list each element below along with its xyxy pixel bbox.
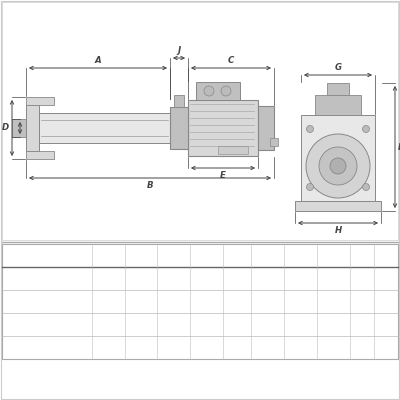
Text: 202: 202 bbox=[99, 297, 117, 306]
Text: 132: 132 bbox=[292, 274, 310, 283]
Text: 183: 183 bbox=[259, 297, 277, 306]
Bar bbox=[301, 115, 375, 201]
Text: F: F bbox=[264, 251, 271, 260]
Bar bbox=[315, 95, 361, 115]
Text: 1": 1" bbox=[357, 274, 367, 283]
Text: 176: 176 bbox=[99, 274, 117, 283]
Bar bbox=[327, 83, 349, 95]
Text: F: F bbox=[398, 142, 400, 152]
Text: B: B bbox=[137, 251, 144, 260]
Text: 1": 1" bbox=[357, 320, 367, 329]
Bar bbox=[2, 336, 398, 359]
Text: 132: 132 bbox=[292, 297, 310, 306]
Bar bbox=[295, 201, 381, 211]
Text: A: A bbox=[95, 56, 101, 65]
Bar bbox=[26, 151, 54, 159]
Text: 195: 195 bbox=[165, 343, 183, 352]
Text: 229: 229 bbox=[99, 320, 117, 329]
Circle shape bbox=[330, 158, 346, 174]
Text: 81: 81 bbox=[231, 343, 243, 352]
Text: 262: 262 bbox=[132, 320, 150, 329]
Text: 183: 183 bbox=[259, 274, 277, 283]
Circle shape bbox=[221, 86, 231, 96]
Text: 195: 195 bbox=[165, 320, 183, 329]
Circle shape bbox=[362, 184, 370, 190]
Text: 237: 237 bbox=[132, 297, 150, 306]
Text: 195: 195 bbox=[165, 297, 183, 306]
Text: I: I bbox=[360, 251, 364, 260]
Text: 1": 1" bbox=[357, 343, 367, 352]
Text: H: H bbox=[330, 251, 338, 260]
Text: SIGMA 203: SIGMA 203 bbox=[18, 297, 76, 306]
Text: 1": 1" bbox=[357, 297, 367, 306]
Bar bbox=[2, 313, 398, 336]
Bar bbox=[196, 82, 240, 100]
Text: E: E bbox=[234, 251, 240, 260]
Text: SIGMA 202: SIGMA 202 bbox=[18, 274, 76, 283]
Text: E: E bbox=[220, 171, 226, 180]
Text: 212: 212 bbox=[132, 274, 150, 283]
Bar bbox=[2, 2, 398, 240]
Text: G: G bbox=[297, 251, 304, 260]
Text: Tipo / Type: Tipo / Type bbox=[18, 251, 76, 260]
Text: H: H bbox=[334, 226, 342, 235]
Bar bbox=[270, 138, 278, 146]
Text: 127: 127 bbox=[198, 320, 216, 329]
Bar bbox=[188, 100, 258, 156]
Text: 127: 127 bbox=[198, 274, 216, 283]
Circle shape bbox=[306, 134, 370, 198]
Bar bbox=[258, 106, 274, 150]
Text: D: D bbox=[203, 251, 210, 260]
Text: D: D bbox=[2, 124, 9, 132]
Bar bbox=[39, 113, 170, 143]
Text: C: C bbox=[170, 251, 177, 260]
Text: 112: 112 bbox=[324, 320, 342, 329]
Circle shape bbox=[362, 126, 370, 132]
Circle shape bbox=[306, 184, 314, 190]
Text: 183: 183 bbox=[259, 343, 277, 352]
Text: SIGMA 205: SIGMA 205 bbox=[18, 343, 76, 352]
Text: 112: 112 bbox=[324, 343, 342, 352]
Text: G: G bbox=[334, 63, 342, 72]
Text: J: J bbox=[177, 46, 181, 55]
Text: 183: 183 bbox=[259, 320, 277, 329]
Circle shape bbox=[204, 86, 214, 96]
Text: 1": 1" bbox=[381, 343, 391, 352]
Text: 81: 81 bbox=[231, 297, 243, 306]
Bar bbox=[174, 95, 184, 107]
Text: 255: 255 bbox=[99, 343, 117, 352]
Bar bbox=[2, 290, 398, 313]
Bar bbox=[2, 267, 398, 290]
Bar bbox=[2, 244, 398, 359]
Text: 127: 127 bbox=[198, 343, 216, 352]
Text: 112: 112 bbox=[324, 274, 342, 283]
Bar bbox=[12, 119, 26, 137]
Circle shape bbox=[306, 126, 314, 132]
Bar bbox=[26, 105, 39, 151]
Text: 127: 127 bbox=[198, 297, 216, 306]
Text: B: B bbox=[147, 181, 153, 190]
Text: 1": 1" bbox=[381, 274, 391, 283]
Text: 112: 112 bbox=[324, 297, 342, 306]
Bar bbox=[170, 107, 188, 149]
Text: 132: 132 bbox=[292, 320, 310, 329]
Bar bbox=[218, 146, 248, 154]
Bar bbox=[26, 97, 54, 105]
Text: 81: 81 bbox=[231, 274, 243, 283]
Text: 287: 287 bbox=[132, 343, 150, 352]
Text: SIGMA 204: SIGMA 204 bbox=[18, 320, 76, 329]
Text: 132: 132 bbox=[292, 343, 310, 352]
Text: 1": 1" bbox=[381, 320, 391, 329]
Text: 81: 81 bbox=[231, 320, 243, 329]
Text: 195: 195 bbox=[165, 274, 183, 283]
Text: J: J bbox=[384, 251, 388, 260]
Circle shape bbox=[319, 147, 357, 185]
Text: 1": 1" bbox=[381, 297, 391, 306]
Text: C: C bbox=[228, 56, 234, 65]
Bar bbox=[2, 244, 398, 267]
Text: A: A bbox=[104, 251, 112, 260]
